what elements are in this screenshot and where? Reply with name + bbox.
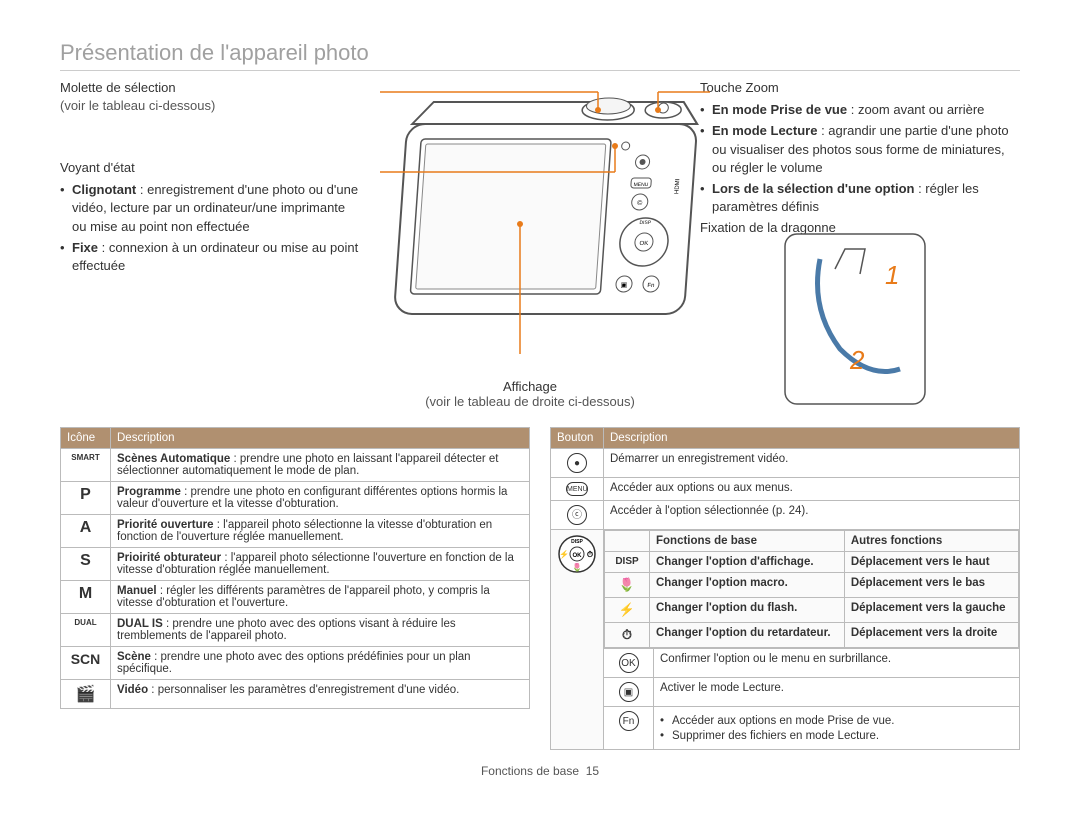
button-desc: Démarrer un enregistrement vidéo. (604, 449, 1020, 478)
nav-other: Déplacement vers le bas (844, 573, 1018, 598)
nav-other: Déplacement vers le haut (844, 552, 1018, 573)
diagram-region: Molette de sélection (voir le tableau ci… (60, 79, 1020, 419)
nav-dir-icon: 🌷 (605, 573, 650, 598)
mode-desc: Programme : prendre une photo en configu… (111, 482, 530, 515)
th-btn: Bouton (551, 428, 604, 449)
bullet-bold: En mode Prise de vue (712, 102, 847, 117)
svg-text:⏱: ⏱ (587, 549, 593, 559)
callout-zoom: Touche Zoom En mode Prise de vue : zoom … (700, 79, 1020, 219)
nav-dir-icon: ⏱ (605, 623, 650, 648)
zoom-bullets: En mode Prise de vue : zoom avant ou arr… (700, 101, 1020, 216)
page-title: Présentation de l'appareil photo (60, 40, 1020, 71)
button-icon: ▣ (604, 678, 654, 707)
left-table: Icône Description SMARTScènes Automatiqu… (60, 427, 530, 750)
display-sub: (voir le tableau de droite ci-dessous) (370, 394, 690, 409)
nav-subhead (605, 531, 650, 552)
nav-base: Changer l'option du flash. (650, 598, 845, 623)
nav-base: Changer l'option d'affichage. (650, 552, 845, 573)
tables-row: Icône Description SMARTScènes Automatiqu… (60, 427, 1020, 750)
bullet-bold: En mode Lecture (712, 123, 817, 138)
svg-text:🌷: 🌷 (572, 562, 582, 572)
button-desc: Confirmer l'option ou le menu en surbril… (654, 649, 1020, 678)
button-desc: Accéder aux options ou aux menus. (604, 478, 1020, 501)
svg-text:DISP: DISP (571, 539, 583, 545)
callout-mode-dial: Molette de sélection (voir le tableau ci… (60, 79, 360, 115)
nav-subhead: Autres fonctions (844, 531, 1018, 552)
mode-icon: SMART (61, 449, 111, 482)
mode-icon: SCN (61, 647, 111, 680)
bullet-text: : connexion à un ordinateur ou mise au p… (72, 240, 358, 273)
status-led-bullets: Clignotant : enregistrement d'une photo … (60, 181, 360, 275)
nav-pad-icon: OK DISP⚡ ⏱ 🌷 (551, 530, 604, 750)
nav-dir-icon: DISP (605, 552, 650, 573)
svg-text:OK: OK (573, 553, 583, 559)
button-icon: Fn (604, 707, 654, 750)
mode-dial-title: Molette de sélection (60, 79, 360, 97)
mode-desc: Manuel : régler les différents paramètre… (111, 581, 530, 614)
callout-status-led: Voyant d'état Clignotant : enregistremen… (60, 159, 360, 278)
mode-desc: Scènes Automatique : prendre une photo e… (111, 449, 530, 482)
mode-icon: 🎬 (61, 680, 111, 709)
button-icon: ⓒ (551, 501, 604, 530)
camera-illustration: MENU © OK DISP ▣ Fn HDMI (380, 84, 710, 354)
mode-icon: A (61, 515, 111, 548)
mode-desc: Priorité ouverture : l'appareil photo sé… (111, 515, 530, 548)
th-icon: Icône (61, 428, 111, 449)
button-icon: MENU (551, 478, 604, 501)
mode-desc: Vidéo : personnaliser les paramètres d'e… (111, 680, 530, 709)
mode-icon: P (61, 482, 111, 515)
th-desc: Description (111, 428, 530, 449)
button-desc: Activer le mode Lecture. (654, 678, 1020, 707)
mode-desc: DUAL IS : prendre une photo avec des opt… (111, 614, 530, 647)
mode-dial-sub: (voir le tableau ci-dessous) (60, 97, 360, 115)
footer-label: Fonctions de base (481, 764, 579, 778)
callout-display: Affichage (voir le tableau de droite ci-… (370, 379, 690, 409)
nav-subhead: Fonctions de base (650, 531, 845, 552)
svg-text:HDMI: HDMI (674, 178, 681, 194)
nav-dir-icon: ⚡ (605, 598, 650, 623)
button-icon: OK (604, 649, 654, 678)
zoom-title: Touche Zoom (700, 79, 1020, 97)
nav-base: Changer l'option macro. (650, 573, 845, 598)
footer-page: 15 (586, 764, 599, 778)
page-footer: Fonctions de base 15 (60, 764, 1020, 778)
svg-text:OK: OK (639, 241, 648, 247)
bullet-bold: Lors de la sélection d'une option (712, 181, 914, 196)
mode-desc: Prioirité obturateur : l'appareil photo … (111, 548, 530, 581)
svg-text:MENU: MENU (633, 182, 649, 188)
bullet-bold: Clignotant (72, 182, 136, 197)
svg-text:Fn: Fn (647, 283, 654, 289)
display-title: Affichage (370, 379, 690, 394)
svg-text:DISP: DISP (639, 220, 652, 226)
th-desc: Description (604, 428, 1020, 449)
strap-illustration: 1 2 (780, 229, 930, 409)
button-icon: ● (551, 449, 604, 478)
svg-text:▣: ▣ (620, 282, 627, 289)
right-table: Bouton Description ●Démarrer un enregist… (550, 427, 1020, 750)
nav-other: Déplacement vers la gauche (844, 598, 1018, 623)
nav-base: Changer l'option du retardateur. (650, 623, 845, 648)
button-desc: Accéder à l'option sélectionnée (p. 24). (604, 501, 1020, 530)
bullet-bold: Fixe (72, 240, 98, 255)
nav-other: Déplacement vers la droite (844, 623, 1018, 648)
button-desc: Accéder aux options en mode Prise de vue… (654, 707, 1020, 750)
svg-text:2: 2 (849, 345, 865, 375)
mode-icon: M (61, 581, 111, 614)
bullet-text: : zoom avant ou arrière (847, 102, 984, 117)
mode-icon: S (61, 548, 111, 581)
svg-text:1: 1 (885, 260, 899, 290)
status-led-title: Voyant d'état (60, 159, 360, 177)
svg-text:⚡: ⚡ (559, 549, 569, 559)
mode-desc: Scène : prendre une photo avec des optio… (111, 647, 530, 680)
mode-icon: DUAL (61, 614, 111, 647)
